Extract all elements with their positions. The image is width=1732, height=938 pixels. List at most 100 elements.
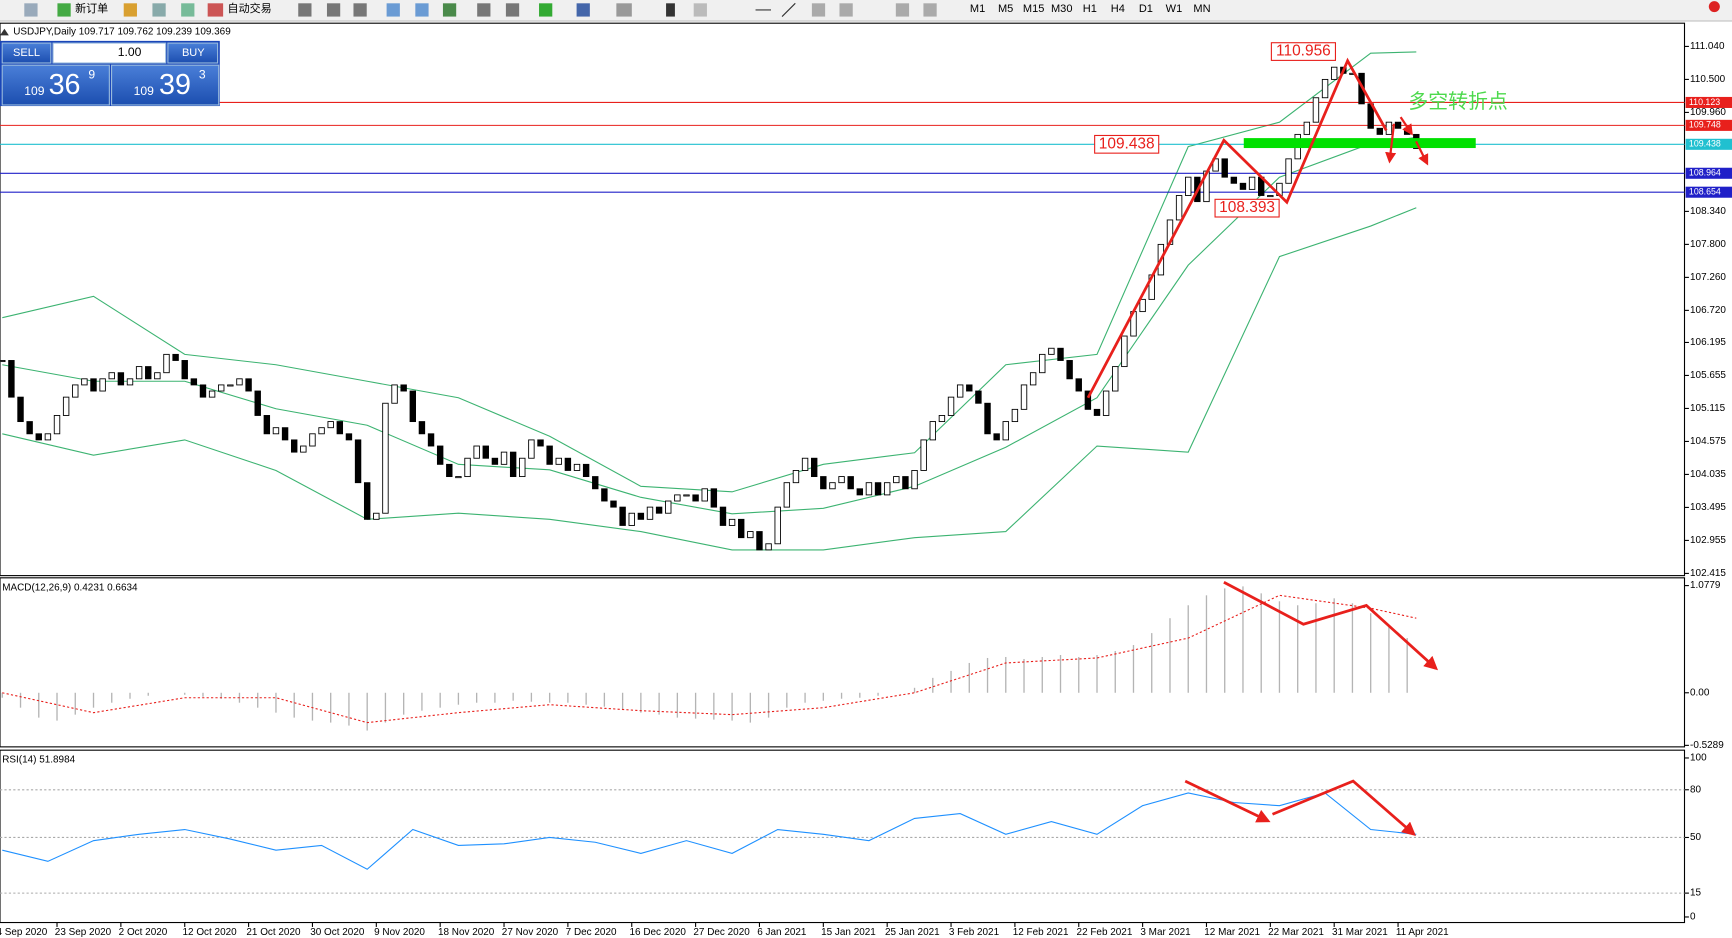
candle [1285, 158, 1292, 184]
y-tick-label: 104.035 [1690, 469, 1726, 480]
candle [1084, 390, 1092, 410]
buy-button[interactable] [167, 42, 219, 64]
icon[interactable] [353, 3, 367, 17]
timeframe-button[interactable]: W1 [1166, 3, 1183, 15]
timeframe-button[interactable]: M1 [970, 3, 985, 15]
icon[interactable] [923, 3, 937, 17]
candle [829, 482, 836, 490]
x-tick-label: 12 Feb 2021 [1013, 927, 1069, 938]
icon[interactable] [123, 3, 137, 17]
zoom-in[interactable] [386, 3, 400, 17]
icon[interactable] [839, 3, 853, 17]
candle [81, 378, 88, 386]
alert-badge[interactable] [1708, 1, 1720, 13]
candle [601, 488, 608, 502]
rsi-y-tick-label: 0 [1690, 912, 1696, 923]
macd-y-tick-label: 1.0779 [1690, 580, 1721, 591]
templates[interactable] [616, 3, 632, 17]
candle [1093, 408, 1101, 416]
price-annotation-box [1094, 134, 1160, 154]
icon[interactable] [477, 3, 491, 17]
new-order-button[interactable]: 新订单 [75, 1, 108, 15]
candle [455, 476, 462, 479]
indicators[interactable] [539, 3, 553, 17]
buy-price-main: 39 [159, 69, 191, 101]
macd-pane [0, 577, 1686, 748]
icon[interactable] [152, 3, 166, 17]
candle [719, 506, 727, 526]
candle [564, 457, 572, 471]
icon[interactable] [24, 3, 38, 17]
icon[interactable] [181, 3, 195, 17]
candle [738, 518, 745, 539]
candle [1267, 195, 1274, 198]
candle [756, 531, 763, 551]
icon[interactable] [811, 3, 826, 17]
candle [783, 482, 791, 508]
x-tick-label: 25 Jan 2021 [885, 927, 940, 938]
cursor[interactable] [666, 3, 675, 17]
icon[interactable] [298, 3, 312, 17]
candle [135, 366, 143, 380]
timeframe-button[interactable]: D1 [1139, 3, 1153, 15]
candle [1011, 408, 1019, 423]
y-tick-label: 105.655 [1690, 370, 1726, 381]
y-tick-label: 107.260 [1690, 272, 1726, 283]
sell-price-box[interactable] [1, 64, 110, 106]
timeframe-button[interactable]: H1 [1083, 3, 1097, 15]
x-tick-label: 18 Nov 2020 [438, 927, 495, 938]
price-label: 109.748 [1689, 120, 1721, 130]
buy-price-box[interactable] [111, 64, 220, 106]
candle [792, 470, 800, 484]
candle [1221, 158, 1228, 178]
lots-input[interactable] [52, 42, 167, 64]
pattern-arrow [1086, 57, 1388, 399]
candle [446, 463, 453, 478]
auto-trading-icon[interactable] [207, 3, 224, 17]
auto-trading-button[interactable]: 自动交易 [228, 1, 272, 15]
timeframe-button[interactable]: MN [1193, 3, 1210, 15]
lots-value[interactable]: 1.00 [118, 45, 142, 59]
icon[interactable] [326, 3, 341, 17]
icon[interactable] [895, 3, 910, 17]
candle [1376, 127, 1384, 135]
timeframe-button[interactable]: H4 [1111, 3, 1125, 15]
overlay: USDJPY,Daily 109.717 109.762 109.239 109… [0, 27, 1508, 836]
buy-label[interactable]: BUY [182, 47, 205, 59]
collapse-icon [0, 28, 9, 36]
tile[interactable] [442, 3, 457, 17]
icon[interactable] [505, 3, 520, 17]
candle [674, 494, 681, 502]
sell-button[interactable] [1, 42, 52, 64]
zoom-out[interactable] [415, 3, 429, 17]
candle [35, 433, 42, 441]
candle [774, 506, 781, 545]
macd-divergence-arrow [1223, 581, 1439, 671]
trendline-tool[interactable] [781, 2, 796, 17]
candle [1066, 360, 1073, 380]
candle [592, 476, 599, 490]
new-order-icon[interactable] [57, 3, 71, 17]
periods[interactable] [576, 3, 590, 17]
candle [236, 378, 243, 386]
y-tick-label: 103.495 [1690, 502, 1726, 513]
candle [747, 531, 754, 539]
y-tick-label: 106.195 [1690, 337, 1726, 348]
candle [327, 421, 334, 429]
crosshair[interactable] [693, 3, 707, 17]
timeframe-button[interactable]: M30 [1051, 3, 1072, 15]
candle [956, 384, 964, 398]
candle [920, 439, 927, 471]
sell-label[interactable]: SELL [13, 47, 40, 59]
timeframe-button[interactable]: M15 [1023, 3, 1044, 15]
timeframe-button[interactable]: M5 [998, 3, 1013, 15]
x-tick-label: 2 Oct 2020 [119, 927, 168, 938]
rsi-line [2, 792, 1417, 870]
price-annotation: 110.956 [1276, 43, 1331, 60]
candle [1394, 121, 1402, 129]
toolbar: 新订单 自动交易 M1 M5 M15 M30 H1 H4 D1 W1 MN [0, 0, 1732, 22]
x-tick-label: 22 Mar 2021 [1268, 927, 1324, 938]
candle [181, 360, 188, 380]
candle [1057, 347, 1064, 361]
price-label: 110.123 [1689, 97, 1720, 107]
